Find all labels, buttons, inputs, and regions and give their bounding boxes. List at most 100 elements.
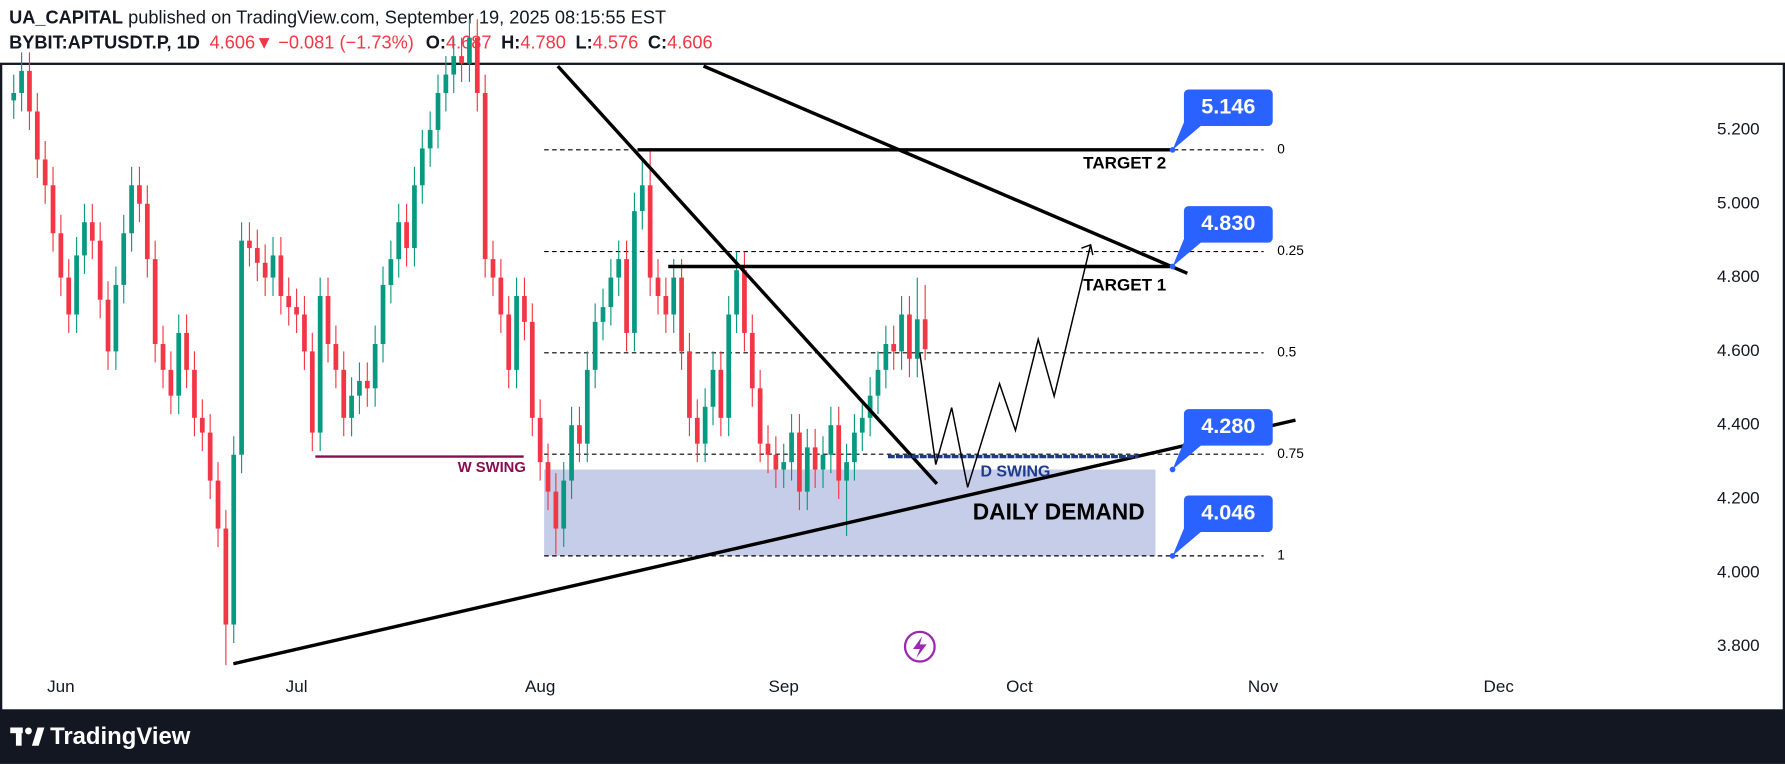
candle-body <box>804 447 810 492</box>
logo <box>10 727 45 746</box>
candle-body <box>694 417 700 444</box>
candle-body <box>749 332 755 389</box>
candle-body <box>254 248 260 263</box>
label-dot <box>1169 147 1176 153</box>
y-tick-label: 4.800 <box>1717 267 1760 286</box>
label-dot <box>1169 263 1176 270</box>
candle-body <box>97 240 103 300</box>
y-tick-label: 5.200 <box>1717 119 1760 138</box>
x-tick-label: Sep <box>769 677 799 696</box>
price-label: 4.830 <box>1201 210 1255 235</box>
candle-body <box>443 74 449 94</box>
candle-body <box>215 480 221 529</box>
candle-body <box>757 388 763 444</box>
candle-body <box>561 480 567 529</box>
annotation: D SWING <box>981 464 1051 481</box>
ohlc-value: 4.606 <box>667 32 713 52</box>
candle-body <box>396 222 402 260</box>
y-tick-label: 4.200 <box>1717 489 1760 508</box>
candle-body <box>655 277 661 297</box>
candle-body <box>89 222 95 241</box>
fib-label: 0 <box>1277 141 1285 156</box>
candle-body <box>820 454 826 470</box>
demand-zone <box>544 469 1156 556</box>
projection-path <box>919 244 1092 488</box>
candle-body <box>50 185 56 234</box>
candle-body <box>412 185 417 249</box>
candle-body <box>372 344 378 389</box>
candle-body <box>364 380 370 389</box>
candle-body <box>34 111 40 160</box>
candle-body <box>789 432 794 463</box>
candle-body <box>199 417 205 433</box>
candle-body <box>435 93 441 130</box>
price-label-box <box>1183 89 1273 126</box>
candle-body <box>341 369 347 418</box>
ohlc-label: L: <box>576 32 593 52</box>
candle-body <box>58 233 64 278</box>
candle-body <box>797 432 802 492</box>
candle-body <box>66 277 72 315</box>
candle-body <box>121 233 127 285</box>
y-tick-label: 4.600 <box>1717 341 1760 360</box>
candle-body <box>781 462 787 470</box>
ohlc-label: H: <box>501 32 520 52</box>
candle-body <box>522 296 527 322</box>
x-tick-label: Oct <box>1006 677 1033 696</box>
candle-body <box>671 277 677 315</box>
candle-body <box>474 37 480 94</box>
candle-body <box>765 443 771 455</box>
candle-body <box>514 296 519 370</box>
annotation: TARGET 2 <box>1083 154 1166 173</box>
candle-body <box>859 417 865 433</box>
candle-body <box>883 344 889 370</box>
candle-body <box>247 240 252 249</box>
x-tick-label: Aug <box>525 677 555 696</box>
change: −0.081 (−1.73%) <box>278 32 414 52</box>
candle-body <box>875 369 881 396</box>
ohlc-value: 4.576 <box>593 32 639 52</box>
candle-body <box>294 307 299 315</box>
candle-body <box>262 262 268 278</box>
candle-body <box>867 395 873 418</box>
event-bolt <box>912 636 927 659</box>
candle-body <box>702 406 708 444</box>
candle-body <box>168 369 174 396</box>
y-tick-label: 3.800 <box>1717 636 1760 655</box>
logo-part <box>25 727 32 735</box>
price-label-box <box>1183 495 1273 532</box>
candle-body <box>278 255 284 297</box>
label-dot <box>1169 466 1176 473</box>
candle-body <box>82 222 87 256</box>
candle-body <box>726 314 732 418</box>
candle-body <box>836 425 842 481</box>
candle-body <box>537 417 543 463</box>
candle-body <box>207 432 213 481</box>
candle-body <box>223 528 229 625</box>
x-tick-label: Jul <box>286 677 308 696</box>
candle-body <box>270 255 276 278</box>
candle-body <box>922 319 928 350</box>
candle-body <box>844 462 849 481</box>
candle-body <box>333 344 339 370</box>
candle-body <box>231 454 237 625</box>
price-label-box <box>1183 409 1273 446</box>
candle-body <box>380 284 386 345</box>
candle-body <box>624 259 629 333</box>
annotation: TARGET 1 <box>1083 275 1167 294</box>
event-icon[interactable] <box>903 630 936 663</box>
candle-body <box>907 314 912 359</box>
footer-bar <box>0 710 1785 764</box>
fib-label: 0.75 <box>1277 446 1304 461</box>
candle-body <box>27 70 32 112</box>
plot: 3.800 4.000 4.200 4.400 4.600 4.800 5.000 5.200… <box>11 19 1760 696</box>
drawings: TARGET 2 TARGET 1 W SWING D SWING DAILY … <box>232 64 1296 666</box>
candle-body <box>914 319 920 359</box>
candle-body <box>74 255 79 315</box>
candle-body <box>529 321 535 418</box>
candle-body <box>349 395 354 418</box>
candle-body <box>451 56 457 75</box>
y-tick-label: 4.000 <box>1717 562 1760 581</box>
candle-body <box>19 70 24 94</box>
brand: TradingView <box>50 723 191 750</box>
